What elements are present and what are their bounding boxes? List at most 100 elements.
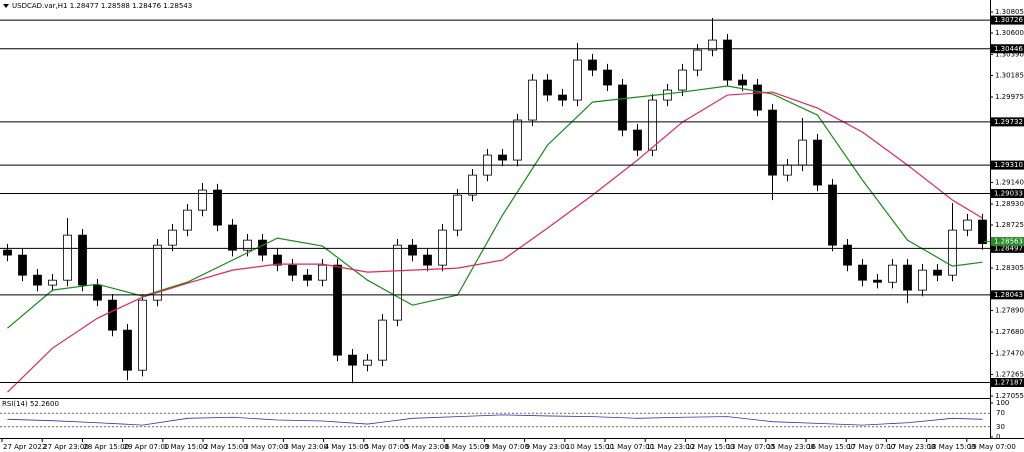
chart-title: USDCAD.var,H1 1.28477 1.28588 1.28476 1.… [12, 2, 192, 10]
level-label: 1.29310 [994, 161, 1023, 169]
level-box [991, 117, 1024, 127]
candle-body [453, 194, 462, 231]
candle-body [78, 234, 87, 286]
candle-body [498, 154, 507, 161]
level-box [991, 15, 1024, 25]
y-tick-label: 1.28725 [995, 221, 1024, 229]
candle-body [603, 69, 612, 86]
candle-body [228, 224, 237, 251]
x-tick-label: 4 May 15:00 [325, 443, 369, 451]
y-tick-label: 1.28930 [995, 200, 1024, 208]
candle-body [63, 234, 72, 281]
candle-body [468, 174, 477, 196]
level-box [991, 44, 1024, 54]
x-tick-label: 19 May 07:00 [968, 443, 1016, 451]
candle-body [288, 264, 297, 276]
x-tick-label: 27 Apr 2022 [3, 443, 46, 451]
y-tick-label: 1.30390 [995, 50, 1024, 58]
candle-body [48, 279, 57, 286]
x-tick-label: 11 May 07:00 [606, 443, 654, 451]
y-tick-label: 1.29140 [995, 178, 1024, 186]
x-tick-label: 11 May 23:00 [646, 443, 694, 451]
x-tick-label: 17 May 23:00 [887, 443, 935, 451]
y-tick-label: 1.29975 [995, 93, 1024, 101]
candle-body [663, 89, 672, 101]
candle-body [393, 244, 402, 321]
candle-body [783, 164, 792, 176]
rsi-tick-label: 70 [996, 409, 1005, 417]
candle-body [573, 59, 582, 101]
x-tick-label: 16 May 15:00 [807, 443, 855, 451]
rsi-line [7, 414, 983, 426]
rsi-tick-label: 30 [996, 423, 1005, 431]
candle-body [543, 79, 552, 96]
candle-body [753, 84, 762, 111]
candle-body [438, 229, 447, 266]
candle-body [903, 264, 912, 291]
level-label: 1.30446 [994, 45, 1023, 53]
candle-body [528, 79, 537, 121]
candle-body [153, 244, 162, 301]
candle-body [888, 264, 897, 283]
candle-body [198, 189, 207, 211]
x-tick-label: 2 May 15:00 [204, 443, 248, 451]
x-tick-label: 3 May 23:00 [284, 443, 328, 451]
candle-body [363, 359, 372, 366]
candle-body [918, 269, 927, 291]
candle-body [963, 219, 972, 231]
candle-body [273, 254, 282, 266]
y-tick-label: 1.27055 [995, 392, 1024, 400]
y-tick-label: 1.30185 [995, 71, 1024, 79]
rsi-tick-label: 0 [996, 433, 1000, 441]
candle-body [108, 299, 117, 331]
level-label: 1.29732 [994, 118, 1023, 126]
y-tick-label: 1.30600 [995, 29, 1024, 37]
candle-body [633, 129, 642, 151]
candle-body [423, 254, 432, 266]
x-tick-label: 3 May 07:00 [244, 443, 288, 451]
candle-body [798, 139, 807, 166]
candle-body [678, 69, 687, 91]
candle-body [978, 219, 987, 245]
candle-body [318, 264, 327, 281]
candle-body [513, 119, 522, 161]
candle-body [948, 229, 957, 276]
x-tick-label: 18 May 15:00 [928, 443, 976, 451]
moving-average [7, 85, 983, 329]
candle-body [648, 99, 657, 151]
level-box [991, 188, 1024, 198]
candle-body [213, 189, 222, 226]
x-tick-label: 15 May 23:00 [767, 443, 815, 451]
candle-body [618, 84, 627, 131]
candle-body [303, 274, 312, 281]
candle-body [858, 264, 867, 281]
candle-body [183, 209, 192, 231]
x-tick-label: 12 May 15:00 [686, 443, 734, 451]
level-label: 1.27187 [994, 378, 1023, 386]
x-tick-label: 5 May 07:00 [365, 443, 409, 451]
level-box [991, 243, 1024, 253]
candle-body [738, 79, 747, 86]
candle-body [558, 94, 567, 101]
x-tick-label: 1 May 15:00 [164, 443, 208, 451]
x-tick-label: 5 May 23:00 [405, 443, 449, 451]
x-tick-label: 17 May 07:00 [847, 443, 895, 451]
x-tick-label: 9 May 23:00 [526, 443, 570, 451]
candle-body [18, 254, 27, 276]
level-label: 1.29033 [994, 189, 1023, 197]
level-label: 1.28043 [994, 291, 1023, 299]
level-box [991, 160, 1024, 170]
candle-body [813, 139, 822, 186]
candle-body [708, 39, 717, 51]
y-tick-label: 1.28305 [995, 264, 1024, 272]
x-tick-label: 6 May 15:00 [445, 443, 489, 451]
candle-body [93, 284, 102, 301]
candle-body [123, 329, 132, 371]
level-label: 1.28497 [994, 244, 1023, 252]
candle-body [843, 244, 852, 266]
menu-triangle [3, 4, 9, 8]
moving-average [7, 91, 983, 393]
y-tick-label: 1.27470 [995, 350, 1024, 358]
candle-body [333, 264, 342, 356]
